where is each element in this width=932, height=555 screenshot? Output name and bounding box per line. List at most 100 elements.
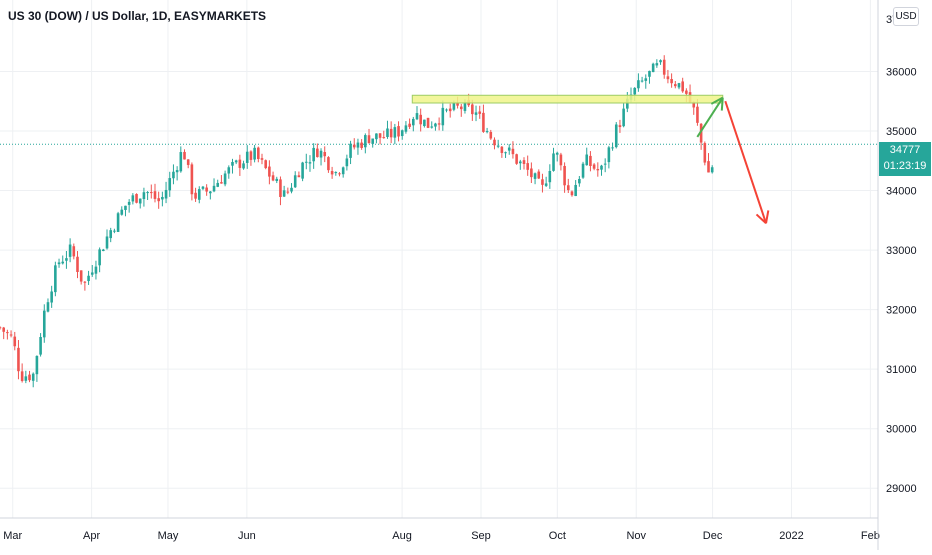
candle-body: [378, 133, 382, 138]
candle-body: [286, 191, 290, 193]
candle-body: [120, 209, 124, 215]
candle-body: [42, 310, 46, 338]
candle-body: [360, 142, 363, 148]
candle-body: [127, 201, 131, 205]
x-tick-label: Feb: [861, 530, 880, 542]
candle-body: [194, 192, 197, 199]
candle-body: [552, 153, 555, 171]
chart-title: US 30 (DOW) / US Dollar, 1D, EASYMARKETS: [8, 9, 267, 23]
candle-body: [65, 258, 68, 261]
candle-body: [76, 256, 79, 272]
candle-body: [644, 78, 648, 81]
candle-body: [463, 101, 467, 111]
candle-body: [116, 213, 120, 232]
candle-body: [533, 173, 537, 179]
candle-body: [149, 192, 153, 194]
candle-body: [323, 152, 327, 157]
candle-body: [257, 147, 260, 160]
x-tick-label: May: [158, 530, 179, 542]
candle-body: [371, 138, 375, 144]
candle-body: [493, 139, 496, 146]
candle-body: [710, 167, 714, 173]
candle-body: [293, 175, 297, 188]
candle-body: [637, 80, 640, 89]
candle-body: [441, 107, 445, 126]
candle-body: [651, 63, 655, 73]
green-arrow-head: [720, 97, 724, 111]
candle-body: [205, 187, 208, 192]
candle-body: [530, 168, 533, 178]
candle-body: [566, 185, 570, 191]
candle-body: [282, 190, 286, 197]
candle-body: [648, 70, 651, 77]
annotation-arrows: [696, 96, 770, 225]
candle-body: [124, 205, 127, 210]
candle-body: [179, 152, 183, 172]
candle-body: [537, 171, 541, 179]
candle-body: [94, 266, 98, 274]
axes: 29000 30000 31000 32000 33000 34000 35000 36000…: [0, 0, 917, 550]
candle-body: [319, 150, 323, 158]
candle-body: [430, 126, 434, 128]
candle-body: [83, 281, 87, 283]
candle-body: [290, 187, 293, 192]
candle-body: [334, 172, 338, 174]
candle-body: [696, 106, 699, 123]
candle-body: [175, 170, 179, 173]
candle-body: [581, 163, 585, 178]
x-tick-label: Nov: [626, 530, 646, 542]
candle-body: [316, 148, 319, 158]
candle-body: [245, 151, 249, 163]
candle-body: [400, 130, 404, 137]
candle-body: [474, 112, 478, 115]
candle-body: [197, 189, 201, 200]
candle-body: [46, 302, 50, 312]
candle-body: [271, 175, 275, 181]
grid-lines: [0, 0, 878, 518]
candle-body: [231, 162, 234, 166]
candle-body: [526, 163, 529, 170]
candle-body: [349, 143, 352, 158]
candle-body: [563, 165, 566, 186]
y-tick-label: 34000: [886, 186, 917, 198]
candle-body: [227, 167, 231, 174]
candle-body: [249, 151, 253, 160]
green-arrow-head: [710, 96, 724, 105]
candle-body: [275, 178, 279, 182]
candle-body: [135, 193, 138, 203]
candle-body: [559, 154, 563, 166]
candle-body: [201, 186, 205, 189]
candle-body: [28, 374, 31, 381]
candle-body: [626, 98, 629, 109]
candle-body: [622, 108, 625, 127]
candle-body: [90, 272, 94, 275]
candle-body: [600, 165, 603, 170]
candle-body: [109, 230, 113, 239]
red-arrow-head: [755, 213, 767, 225]
candle-body: [304, 161, 308, 163]
candle-body: [330, 171, 334, 175]
candle-body: [13, 336, 17, 347]
currency-selector[interactable]: USD: [893, 7, 919, 26]
resistance-zone: [411, 94, 724, 104]
candle-body: [692, 101, 696, 108]
candle-body: [54, 265, 57, 293]
candle-body: [131, 195, 135, 202]
green-arrow-shaft: [696, 97, 724, 138]
candle-body: [504, 152, 507, 154]
y-tick-label: 33000: [886, 245, 917, 257]
candle-body: [456, 103, 459, 106]
candle-body: [301, 162, 304, 179]
candle-body: [6, 332, 9, 334]
candle-body: [17, 347, 20, 372]
x-tick-label: Oct: [549, 530, 566, 542]
candle-body: [555, 152, 559, 155]
candle-body: [223, 173, 227, 185]
candle-body: [279, 179, 282, 198]
candle-body: [670, 79, 673, 84]
candle-body: [471, 104, 474, 115]
candle-body: [50, 291, 53, 303]
candle-body: [260, 158, 264, 160]
